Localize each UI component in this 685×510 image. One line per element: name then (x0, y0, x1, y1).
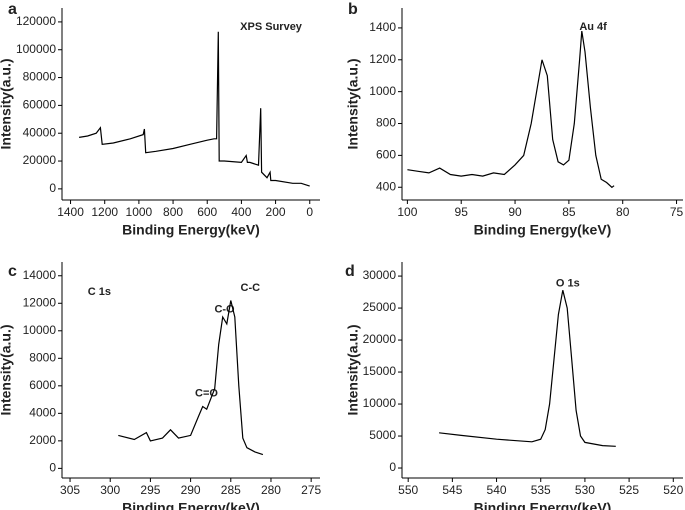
panel-letter: c (8, 263, 17, 280)
x-tick-label: 280 (261, 483, 281, 497)
y-tick-label: 800 (376, 116, 396, 130)
y-tick-label: 10000 (23, 323, 57, 337)
x-tick-label: 525 (619, 483, 639, 497)
y-tick-label: 0 (49, 461, 56, 475)
x-tick-label: 290 (181, 483, 201, 497)
annotation: Au 4f (579, 21, 607, 33)
x-tick-label: 1200 (91, 205, 118, 219)
x-axis-label: Binding Energy(keV) (122, 500, 260, 510)
x-tick-label: 95 (455, 205, 469, 219)
x-tick-label: 530 (575, 483, 595, 497)
data-line (118, 300, 264, 456)
y-tick-label: 8000 (29, 350, 56, 364)
y-axis-label: Intensity(a.u.) (345, 324, 361, 415)
data-line (439, 290, 616, 447)
y-tick-label: 60000 (23, 98, 57, 112)
y-axis-label: Intensity(a.u.) (0, 324, 14, 415)
y-axis-label: Intensity(a.u.) (0, 58, 14, 149)
y-tick-label: 400 (376, 179, 396, 193)
panel-letter: d (345, 263, 355, 280)
y-tick-label: 30000 (363, 268, 397, 282)
y-tick-label: 25000 (363, 300, 397, 314)
annotation: XPS Survey (240, 21, 303, 33)
y-tick-label: 15000 (363, 364, 397, 378)
x-tick-label: 200 (266, 205, 286, 219)
y-axis-label: Intensity(a.u.) (345, 58, 361, 149)
x-tick-label: 295 (140, 483, 160, 497)
y-tick-label: 40000 (23, 125, 57, 139)
x-tick-label: 0 (306, 205, 313, 219)
x-axis-label: Binding Energy(keV) (474, 222, 612, 238)
y-tick-label: 6000 (29, 378, 56, 392)
x-tick-label: 545 (442, 483, 462, 497)
y-tick-label: 5000 (369, 428, 396, 442)
annotation: C 1s (88, 286, 111, 298)
y-tick-label: 12000 (23, 295, 57, 309)
x-tick-label: 305 (60, 483, 80, 497)
x-tick-label: 535 (531, 483, 551, 497)
data-line (79, 31, 310, 187)
x-tick-label: 800 (163, 205, 183, 219)
x-tick-label: 520 (663, 483, 683, 497)
y-tick-label: 2000 (29, 433, 56, 447)
x-tick-label: 80 (616, 205, 630, 219)
x-tick-label: 85 (562, 205, 576, 219)
y-tick-label: 4000 (29, 406, 56, 420)
x-axis-label: Binding Energy(keV) (122, 222, 260, 238)
x-tick-label: 400 (231, 205, 251, 219)
y-tick-label: 0 (49, 181, 56, 195)
x-tick-label: 100 (397, 205, 417, 219)
y-tick-label: 14000 (23, 268, 57, 282)
annotation: C=O (195, 388, 218, 400)
x-tick-label: 600 (197, 205, 217, 219)
x-tick-label: 300 (100, 483, 120, 497)
y-tick-label: 1400 (369, 20, 396, 34)
y-tick-label: 20000 (23, 153, 57, 167)
y-tick-label: 1200 (369, 52, 396, 66)
x-axis-label: Binding Energy(keV) (474, 500, 612, 510)
x-tick-label: 75 (670, 205, 684, 219)
annotation: C-C (241, 282, 261, 294)
y-tick-label: 100000 (16, 42, 56, 56)
y-tick-label: 120000 (16, 14, 56, 28)
panel-letter: b (348, 1, 358, 18)
x-tick-label: 550 (398, 483, 418, 497)
y-tick-label: 0 (389, 460, 396, 474)
annotation: O 1s (556, 278, 580, 290)
x-tick-label: 275 (301, 483, 321, 497)
y-tick-label: 80000 (23, 70, 57, 84)
x-tick-label: 1000 (126, 205, 153, 219)
panel-letter: a (8, 1, 17, 18)
x-tick-label: 1400 (57, 205, 84, 219)
y-tick-label: 1000 (369, 84, 396, 98)
y-tick-label: 10000 (363, 396, 397, 410)
data-line (407, 31, 615, 189)
y-tick-label: 20000 (363, 332, 397, 346)
y-tick-label: 600 (376, 148, 396, 162)
x-tick-label: 90 (508, 205, 522, 219)
x-tick-label: 540 (487, 483, 507, 497)
x-tick-label: 285 (221, 483, 241, 497)
